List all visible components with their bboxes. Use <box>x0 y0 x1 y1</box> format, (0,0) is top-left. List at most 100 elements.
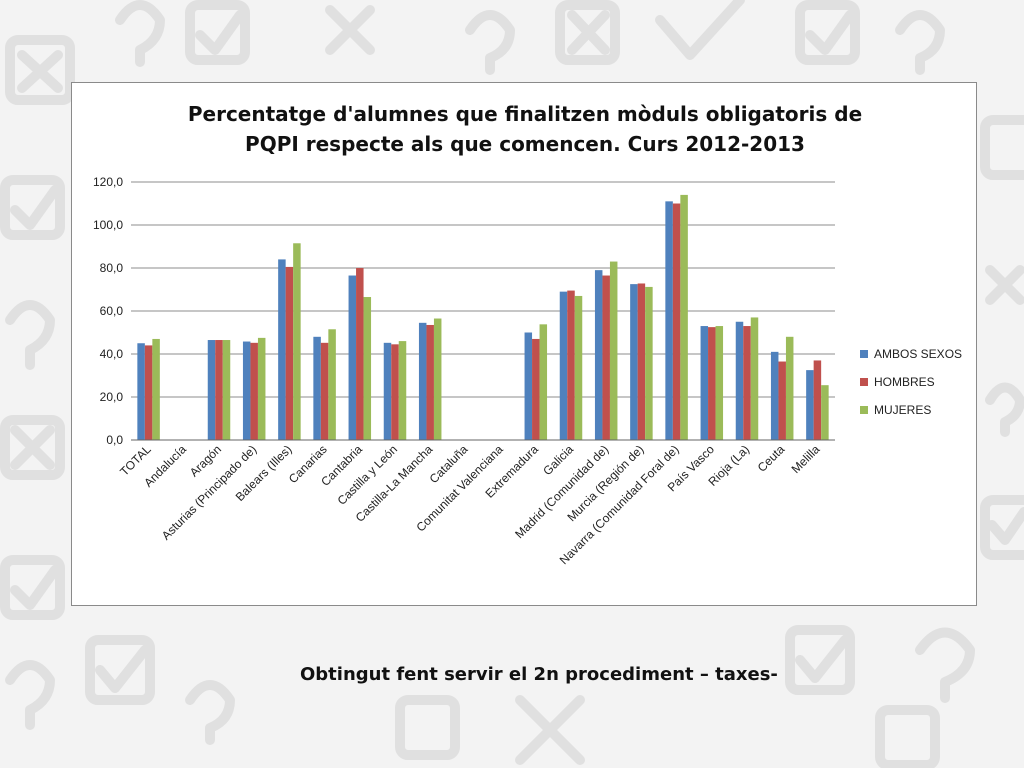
bar-mujeres <box>328 329 336 440</box>
question-deco-icon <box>5 660 55 730</box>
chart-title: Percentatge d'alumnes que finalitzen mòd… <box>72 99 978 159</box>
bar-hombres <box>672 203 681 440</box>
checkbox-deco-icon <box>555 0 620 65</box>
bar-hombres <box>813 360 822 440</box>
bar-ambos-sexos <box>348 275 357 440</box>
bar-mujeres <box>574 295 583 440</box>
checkbox-deco-icon <box>5 35 75 105</box>
y-tick-label: 40,0 <box>100 347 124 361</box>
checkbox-deco-icon <box>795 0 860 65</box>
bar-mujeres <box>257 337 266 440</box>
bar-mujeres <box>222 340 231 440</box>
bar-ambos-sexos <box>630 284 638 440</box>
cross-deco-icon <box>10 425 55 470</box>
bar-ambos-sexos <box>418 322 427 440</box>
check-deco-icon <box>655 0 745 60</box>
legend-swatch <box>860 350 868 358</box>
bar-hombres <box>532 338 540 440</box>
checkbox-deco-icon <box>980 115 1024 180</box>
bar-hombres <box>391 344 399 440</box>
bar-ambos-sexos <box>242 341 251 440</box>
y-tick-label: 80,0 <box>100 261 124 275</box>
bar-hombres <box>144 345 153 440</box>
bar-mujeres <box>539 324 548 440</box>
bar-ambos-sexos <box>594 270 603 440</box>
question-deco-icon <box>895 10 945 75</box>
legend-swatch <box>860 378 868 386</box>
bar-mujeres <box>363 297 372 440</box>
checkbox-deco-icon <box>85 635 155 705</box>
bar-hombres <box>637 283 646 440</box>
x-tick-label: Melilla <box>789 442 823 476</box>
bar-mujeres <box>152 338 160 440</box>
checkbox-deco-icon <box>980 495 1024 560</box>
bar-hombres <box>426 324 434 440</box>
bar-ambos-sexos <box>806 370 814 440</box>
checkbox-deco-icon <box>875 705 940 768</box>
bar-hombres <box>320 342 329 440</box>
question-deco-icon <box>985 382 1024 437</box>
bar-hombres <box>567 290 575 440</box>
bar-hombres <box>602 275 610 440</box>
bar-mujeres <box>645 286 653 440</box>
check-deco-icon <box>795 635 850 683</box>
bar-hombres <box>250 342 258 440</box>
y-tick-label: 0,0 <box>106 433 123 447</box>
cross-deco-icon <box>985 265 1024 305</box>
bar-ambos-sexos <box>313 336 321 440</box>
check-deco-icon <box>95 645 150 693</box>
bar-hombres <box>215 340 223 440</box>
legend-label: MUJERES <box>874 403 931 417</box>
y-tick-label: 60,0 <box>100 304 124 318</box>
bar-ambos-sexos <box>278 259 286 440</box>
footer-caption: Obtingut fent servir el 2n procediment –… <box>300 664 778 685</box>
y-tick-label: 20,0 <box>100 390 124 404</box>
y-tick-label: 100,0 <box>93 218 123 232</box>
bar-ambos-sexos <box>559 291 568 440</box>
checkbox-deco-icon <box>785 625 855 695</box>
bar-mujeres <box>750 317 759 440</box>
check-deco-icon <box>805 10 855 55</box>
bar-ambos-sexos <box>207 340 216 440</box>
bar-mujeres <box>680 194 688 440</box>
bar-ambos-sexos <box>770 351 779 440</box>
cross-deco-icon <box>567 10 610 55</box>
chart-title-line-2: PQPI respecte als que comencen. Curs 201… <box>245 132 805 156</box>
question-deco-icon <box>115 0 165 67</box>
legend-label: HOMBRES <box>874 375 935 389</box>
x-tick-label: Ceuta <box>755 442 788 475</box>
check-deco-icon <box>10 565 60 610</box>
bar-ambos-sexos <box>383 342 392 440</box>
checkbox-deco-icon <box>0 555 65 620</box>
bar-ambos-sexos <box>665 201 673 440</box>
question-deco-icon <box>185 680 235 745</box>
cross-deco-icon <box>17 50 63 93</box>
chart-title-line-1: Percentatge d'alumnes que finalitzen mòd… <box>187 102 863 126</box>
cross-deco-icon <box>515 695 585 765</box>
bar-ambos-sexos <box>524 332 533 440</box>
question-deco-icon <box>465 10 515 75</box>
y-tick-label: 120,0 <box>93 175 123 189</box>
cross-deco-icon <box>325 5 375 55</box>
legend-label: AMBOS SEXOS <box>874 347 962 361</box>
check-deco-icon <box>10 185 60 230</box>
bar-chart: 0,020,040,060,080,0100,0120,0TOTALAndalu… <box>93 175 962 567</box>
bar-hombres <box>778 361 786 440</box>
bar-mujeres <box>293 243 301 440</box>
bar-mujeres <box>433 318 442 440</box>
checkbox-deco-icon <box>395 695 460 760</box>
checkbox-deco-icon <box>0 175 65 240</box>
bar-mujeres <box>609 261 618 440</box>
bar-hombres <box>708 327 716 440</box>
bar-mujeres <box>785 336 794 440</box>
check-deco-icon <box>195 10 245 55</box>
check-deco-icon <box>987 507 1024 545</box>
bar-ambos-sexos <box>735 321 744 440</box>
bar-ambos-sexos <box>700 326 709 440</box>
bar-hombres <box>743 326 751 440</box>
bar-hombres <box>356 268 364 440</box>
bar-mujeres <box>821 385 829 440</box>
bar-ambos-sexos <box>137 343 145 440</box>
question-deco-icon <box>915 627 975 703</box>
